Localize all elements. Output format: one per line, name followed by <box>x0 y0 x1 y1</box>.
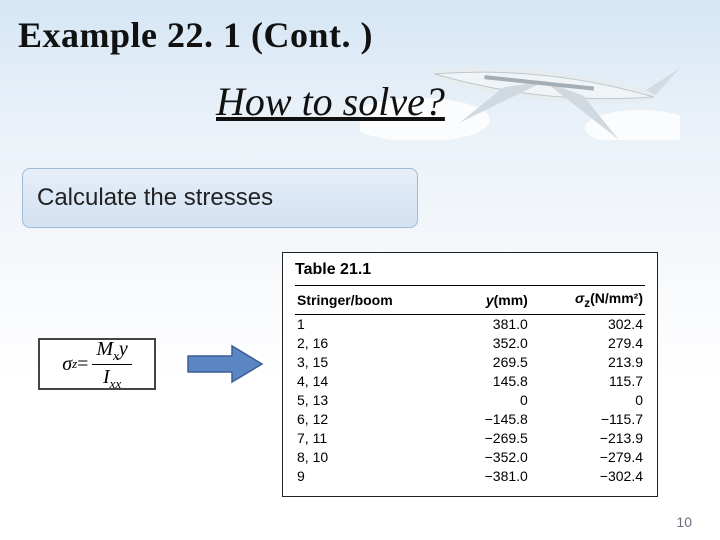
table-cell: −279.4 <box>530 448 645 467</box>
table-cell: 7, 11 <box>295 429 454 448</box>
table-row: 7, 11−269.5−213.9 <box>295 429 645 448</box>
formula-den-I-sub: xx <box>110 376 122 391</box>
table-cell: 5, 13 <box>295 391 454 410</box>
stress-table-grid: Stringer/boom y(mm) σz(N/mm²) 1381.0302.… <box>295 285 645 486</box>
page-number: 10 <box>676 514 692 530</box>
table-row: 3, 15269.5213.9 <box>295 353 645 372</box>
table-cell: 302.4 <box>530 314 645 334</box>
table-cell: 269.5 <box>454 353 529 372</box>
formula-sigma: σ <box>62 353 72 376</box>
stress-table: Table 21.1 Stringer/boom y(mm) σz(N/mm²)… <box>282 252 658 497</box>
table-cell: 381.0 <box>454 314 529 334</box>
table-cell: 1 <box>295 314 454 334</box>
table-cell: 0 <box>454 391 529 410</box>
table-row: 2, 16352.0279.4 <box>295 334 645 353</box>
col-sigma-var: σ <box>575 290 584 306</box>
table-cell: 3, 15 <box>295 353 454 372</box>
table-row: 4, 14145.8115.7 <box>295 372 645 391</box>
table-cell: −381.0 <box>454 467 529 486</box>
table-cell: 4, 14 <box>295 372 454 391</box>
table-row: 9−381.0−302.4 <box>295 467 645 486</box>
table-row: 8, 10−352.0−279.4 <box>295 448 645 467</box>
table-caption: Table 21.1 <box>295 261 645 279</box>
col-y: y(mm) <box>454 286 529 315</box>
example-title: Example 22. 1 (Cont. ) <box>18 14 373 56</box>
formula-num-M: M <box>96 338 113 360</box>
table-cell: 115.7 <box>530 372 645 391</box>
table-cell: −352.0 <box>454 448 529 467</box>
table-cell: 279.4 <box>530 334 645 353</box>
table-cell: −213.9 <box>530 429 645 448</box>
table-cell: 213.9 <box>530 353 645 372</box>
table-cell: 8, 10 <box>295 448 454 467</box>
table-cell: 6, 12 <box>295 410 454 429</box>
table-row: 5, 1300 <box>295 391 645 410</box>
formula-num-y: y <box>119 338 128 360</box>
table-cell: 2, 16 <box>295 334 454 353</box>
arrow-icon <box>186 344 264 384</box>
table-cell: 352.0 <box>454 334 529 353</box>
table-cell: 0 <box>530 391 645 410</box>
stress-formula: σz = Mxy Ixx <box>38 338 156 390</box>
table-cell: −145.8 <box>454 410 529 429</box>
formula-equals: = <box>77 353 88 376</box>
step-pill: Calculate the stresses <box>22 168 418 228</box>
table-cell: −302.4 <box>530 467 645 486</box>
table-cell: −269.5 <box>454 429 529 448</box>
table-cell: 145.8 <box>454 372 529 391</box>
col-y-unit: (mm) <box>494 292 528 308</box>
table-cell: −115.7 <box>530 410 645 429</box>
col-sigma: σz(N/mm²) <box>530 286 645 315</box>
table-cell: 9 <box>295 467 454 486</box>
col-y-var: y <box>486 292 494 308</box>
col-stringer: Stringer/boom <box>295 286 454 315</box>
arrow-shape <box>188 346 262 382</box>
how-to-solve-title: How to solve? <box>216 78 445 125</box>
step-pill-label: Calculate the stresses <box>37 184 273 212</box>
formula-den-I: I <box>103 366 110 388</box>
table-row: 1381.0302.4 <box>295 314 645 334</box>
col-sigma-unit: (N/mm²) <box>590 290 643 306</box>
table-row: 6, 12−145.8−115.7 <box>295 410 645 429</box>
formula-fraction: Mxy Ixx <box>92 339 131 390</box>
